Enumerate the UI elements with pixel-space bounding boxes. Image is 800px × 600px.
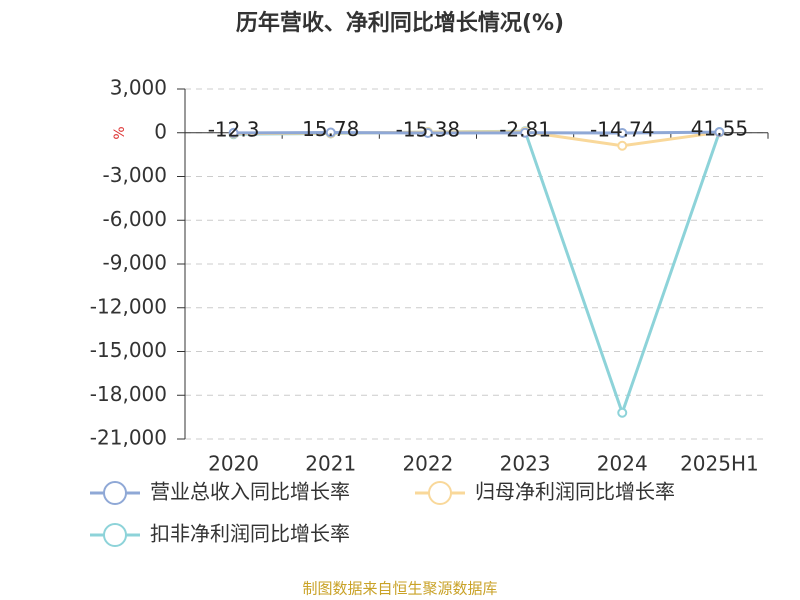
legend-label: 营业总收入同比增长率: [150, 480, 350, 504]
data-label: 15.78: [302, 117, 359, 141]
legend-marker: [428, 481, 452, 505]
y-tick-label: -15,000: [90, 338, 167, 362]
y-tick-label: -21,000: [90, 426, 167, 450]
chart-title: 历年营收、净利同比增长情况(%): [236, 10, 564, 36]
point: [617, 407, 628, 418]
x-tick-label: 2021: [305, 452, 356, 476]
legend-label: 归母净利润同比增长率: [475, 480, 675, 504]
point: [520, 127, 531, 138]
y-tick-label: 3,000: [110, 76, 167, 100]
point: [617, 140, 628, 151]
x-tick-label: 2024: [597, 452, 648, 476]
y-axis-label: %: [112, 126, 128, 139]
source: 制图数据来自恒生聚源数据库: [302, 580, 497, 598]
x-tick-label: 2020: [208, 452, 259, 476]
data-label: -2.81: [499, 117, 551, 141]
y-tick-label: -3,000: [103, 163, 167, 187]
series-line: [233, 129, 721, 418]
y-tick-label: -12,000: [90, 294, 167, 318]
point: [714, 127, 725, 138]
point: [422, 127, 433, 138]
legend-label: 扣非净利润同比增长率: [150, 522, 350, 546]
y-tick-label: 0: [154, 119, 167, 143]
point: [325, 127, 336, 138]
legend-marker: [103, 481, 127, 505]
point: [617, 127, 628, 138]
data-label: -12.3: [208, 117, 260, 141]
legend-marker: [103, 523, 127, 547]
data-label: 41.55: [691, 117, 748, 141]
series-line: [233, 130, 720, 135]
x-tick-label: 2023: [500, 452, 551, 476]
x-tick-label: 2022: [402, 452, 453, 476]
point: [228, 127, 239, 138]
data-label: -14.74: [590, 117, 654, 141]
y-tick-label: -18,000: [90, 382, 167, 406]
data-label: -15.38: [396, 117, 460, 141]
y-tick-label: -9,000: [103, 251, 167, 275]
y-tick-label: -6,000: [103, 207, 167, 231]
x-tick-label: 2025H1: [680, 452, 759, 476]
